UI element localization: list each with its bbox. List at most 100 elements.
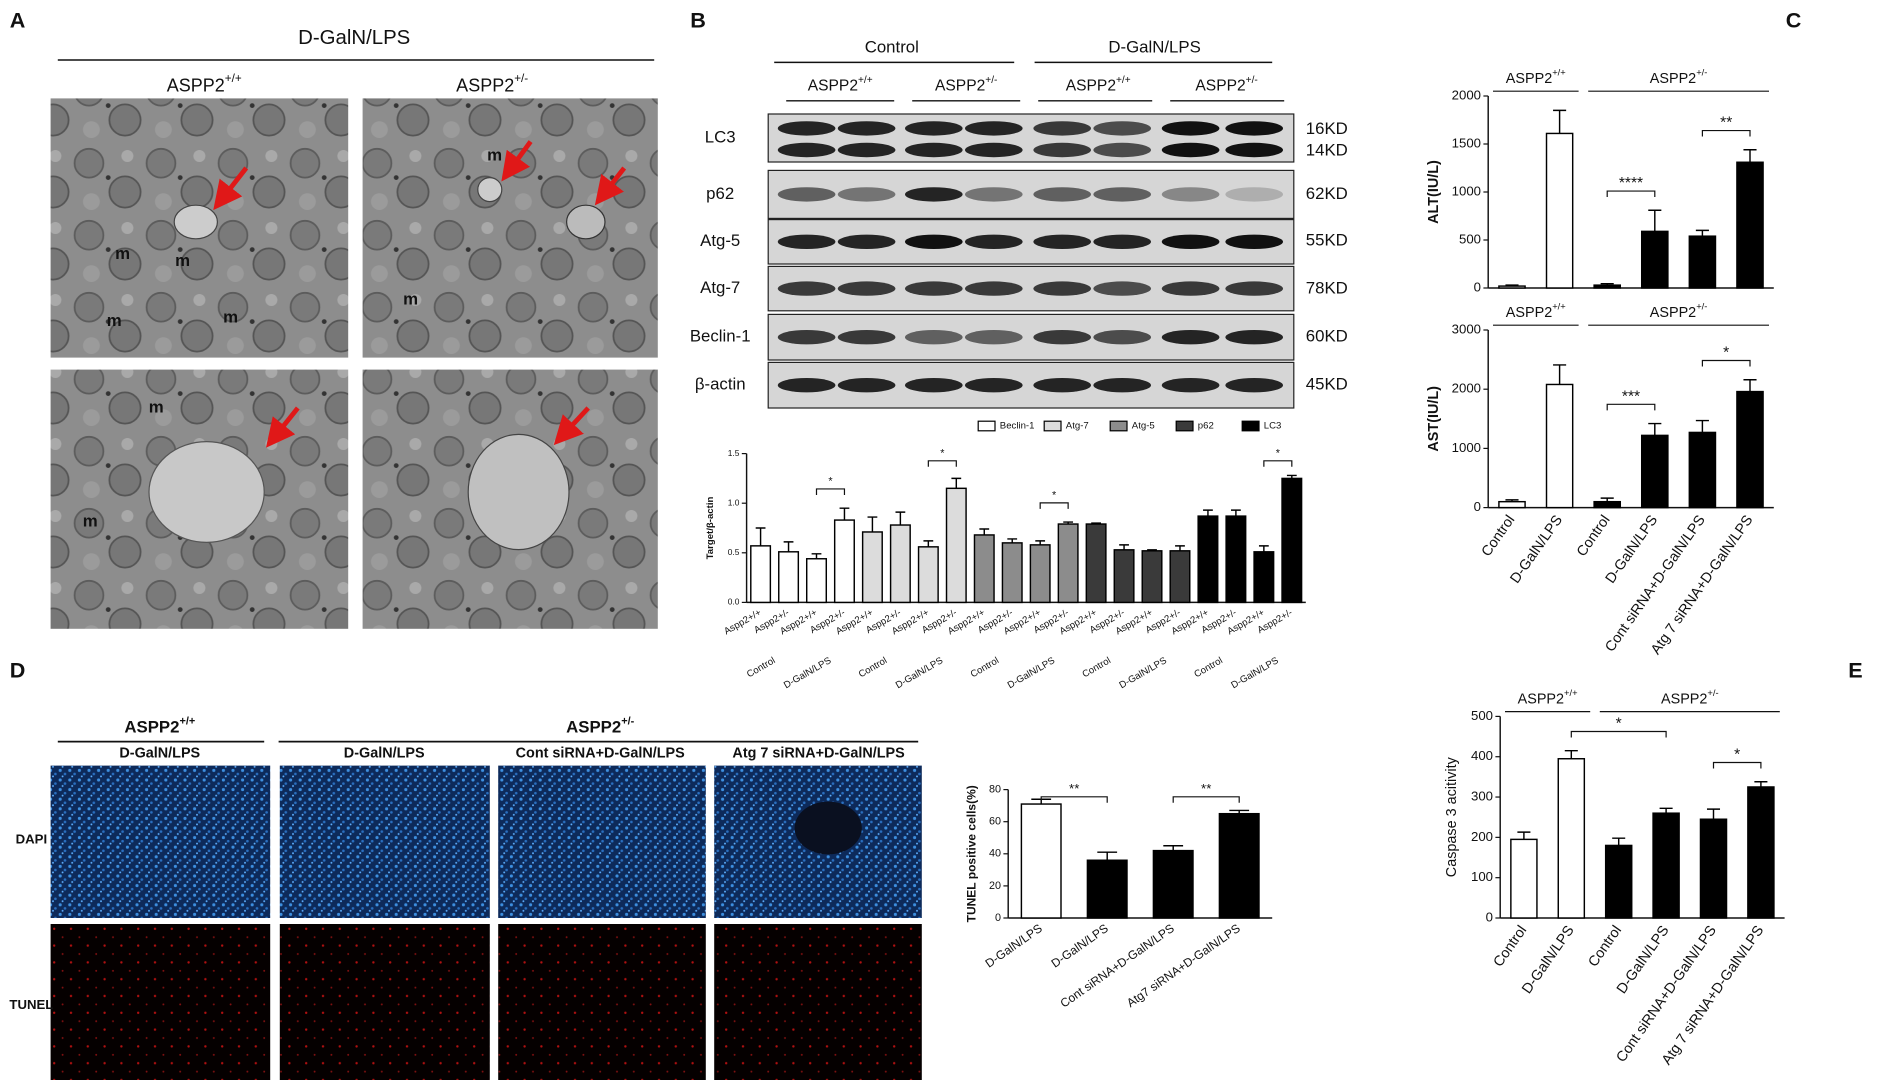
blot-band <box>1161 187 1220 202</box>
error-bar <box>1564 749 1578 759</box>
blot-band <box>965 121 1023 136</box>
blot-band <box>1161 234 1220 249</box>
bar <box>1225 515 1247 604</box>
error-bar <box>1754 780 1768 787</box>
blot-band <box>965 142 1023 158</box>
significance-bracket <box>815 488 846 495</box>
y-tick-label: 0 <box>1486 909 1493 924</box>
label: D-GalN/LPS <box>1108 37 1200 56</box>
error-bar <box>1286 474 1297 479</box>
significance-label: * <box>828 476 833 488</box>
y-tick-label: 0 <box>995 912 1001 924</box>
significance-label: ** <box>1069 781 1079 796</box>
blot-band <box>965 187 1023 202</box>
autophagosome <box>566 204 606 240</box>
bar <box>1020 803 1062 919</box>
group-label: ASPP2+/+ <box>1066 75 1131 95</box>
significance-bracket <box>1039 502 1069 509</box>
group-label-sup: +/+ <box>225 72 242 85</box>
significance-bracket <box>1606 403 1656 411</box>
bar <box>1085 523 1107 604</box>
group-label-sup: +/- <box>985 75 997 86</box>
bar <box>1699 818 1728 919</box>
bar <box>1593 284 1622 289</box>
y-tick-label: 500 <box>1459 231 1481 246</box>
blot-band <box>1161 121 1220 136</box>
y-tick-label: 500 <box>1471 708 1493 723</box>
x-tick-label: Control <box>1479 512 1519 559</box>
y-tick-label: 2000 <box>1452 381 1481 396</box>
y-tick-label: 1500 <box>1452 135 1481 150</box>
blot-band <box>965 330 1023 345</box>
tem-images <box>50 98 658 629</box>
error-bar <box>1695 229 1709 237</box>
mito-label: m <box>175 251 190 270</box>
autophagosome <box>148 441 265 543</box>
error-bar <box>1258 545 1269 552</box>
bar <box>1640 230 1669 289</box>
blot-band <box>777 187 836 202</box>
error-bar <box>867 516 878 532</box>
group-label: ASPP2+/+ <box>1518 688 1578 707</box>
size-label: 55KD <box>1306 231 1348 250</box>
legend-label: Atg-5 <box>1132 421 1155 432</box>
column-label: D-GalN/LPS <box>119 745 200 761</box>
bar <box>1498 500 1526 509</box>
bar <box>1545 383 1574 509</box>
y-tick-label: 3000 <box>1452 321 1481 336</box>
group-label: Control <box>969 655 1001 680</box>
bar <box>1593 500 1622 509</box>
error-bar <box>1743 379 1757 392</box>
error-bar <box>1175 545 1185 551</box>
y-tick-label: 400 <box>1471 748 1493 763</box>
significance-label: ** <box>1201 781 1211 796</box>
blot-band <box>1033 142 1091 158</box>
significance-bracket <box>1172 796 1240 803</box>
significance-bracket <box>1712 761 1762 769</box>
label: LC3 <box>705 127 736 146</box>
blot-band <box>1225 330 1283 345</box>
mito-label: m <box>223 307 238 326</box>
bar <box>1747 786 1775 919</box>
group-label: ASPP2+/- <box>1661 688 1719 707</box>
x-tick-label: Control <box>1574 512 1614 559</box>
error-bar <box>1229 809 1250 814</box>
error-bar <box>1091 522 1101 525</box>
error-bar <box>1659 807 1673 814</box>
bar <box>1557 758 1586 919</box>
group-label-sup: +/+ <box>1564 688 1578 698</box>
group-label: D-GalN/LPS <box>1006 655 1057 691</box>
blot-band <box>1093 121 1151 136</box>
error-bar <box>1695 419 1709 433</box>
y-axis-label: Caspase 3 acitivity <box>1444 756 1460 877</box>
blot-band <box>1033 234 1091 249</box>
error-bar <box>1553 109 1567 134</box>
y-tick-label: 300 <box>1471 789 1493 804</box>
error-bar <box>1612 837 1626 846</box>
vessel <box>794 801 862 855</box>
mito-label: m <box>403 289 418 308</box>
group-label-sup: +/- <box>514 72 528 85</box>
mito-label: m <box>115 244 130 263</box>
error-bar <box>1648 209 1662 232</box>
bar <box>1688 235 1717 289</box>
group-label: D-GalN/LPS <box>894 655 945 691</box>
autophagosome <box>173 204 218 240</box>
group-label-sup: +/+ <box>1552 302 1566 312</box>
bar <box>1736 161 1764 289</box>
size-label: 62KD <box>1306 184 1348 203</box>
fluorescence-images <box>50 765 922 1080</box>
bar <box>1029 544 1051 604</box>
blot-band <box>1033 281 1091 296</box>
bar <box>1057 523 1079 604</box>
y-tick-label: 1.0 <box>728 497 740 507</box>
significance-bracket <box>1040 796 1108 803</box>
bar <box>833 519 855 604</box>
blot-band <box>965 281 1023 296</box>
legend-swatch <box>1241 420 1260 432</box>
error-bar <box>839 507 850 521</box>
group-label-sup: +/+ <box>1116 75 1131 86</box>
bar <box>750 545 772 604</box>
size-label: 60KD <box>1306 327 1348 346</box>
